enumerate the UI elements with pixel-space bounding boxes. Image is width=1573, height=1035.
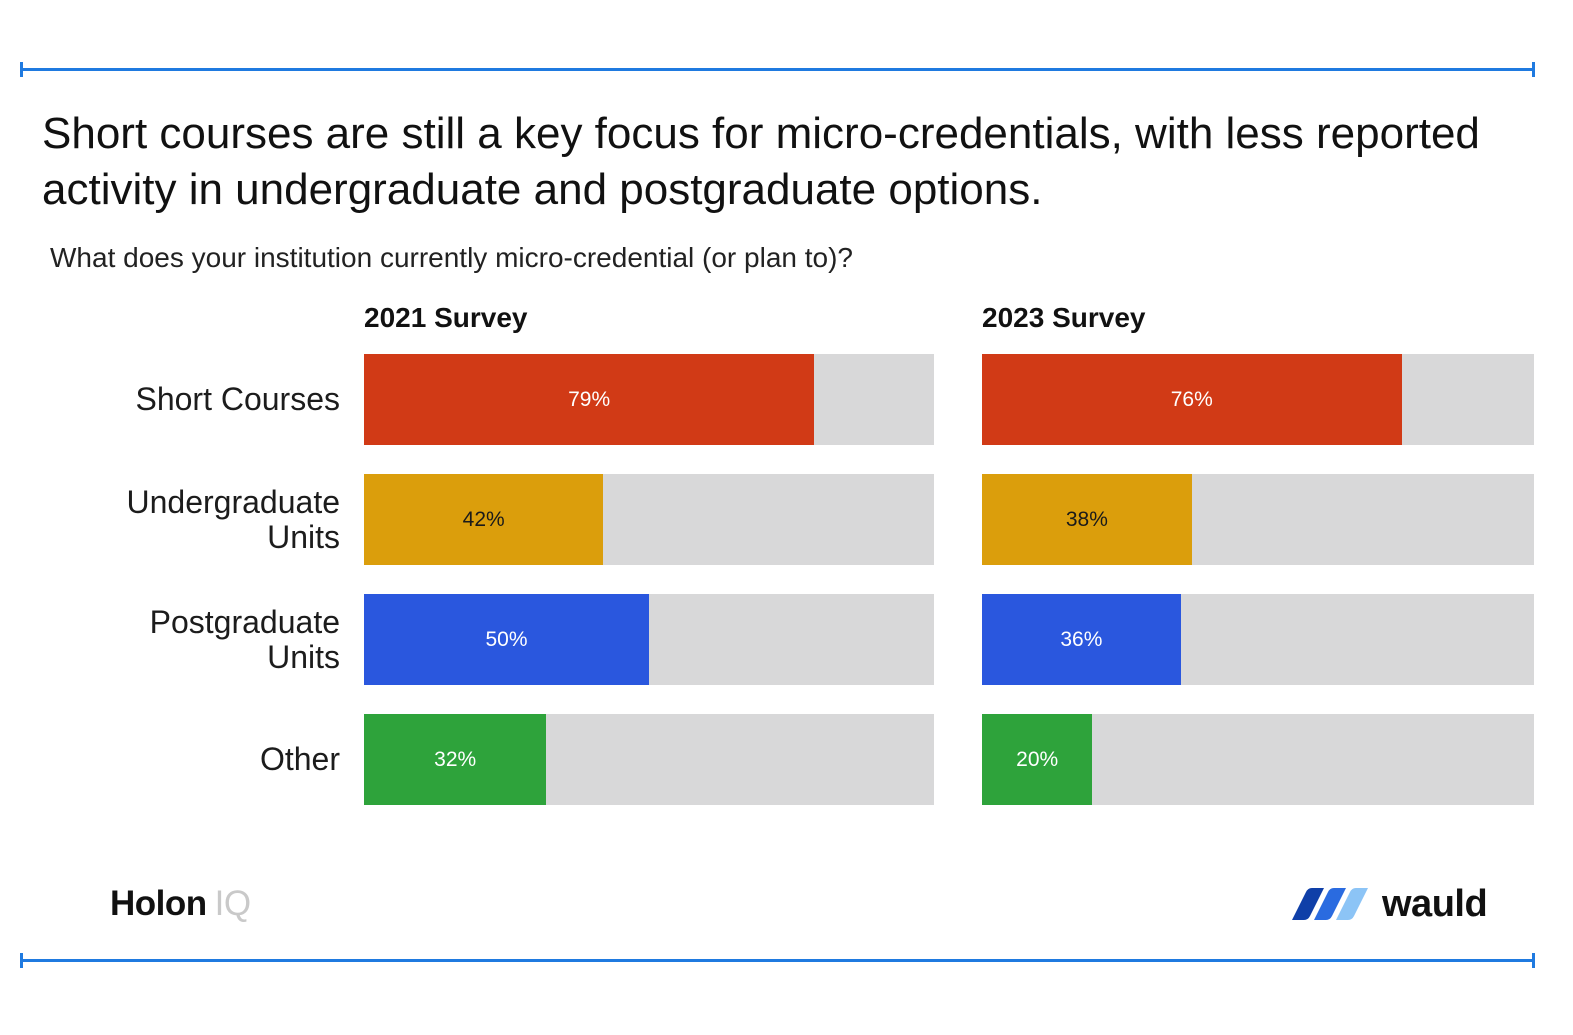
bar-value-label: 50% <box>485 627 528 651</box>
bar-track: 36% <box>982 594 1534 685</box>
bar-value-label: 32% <box>434 747 477 771</box>
bar-value-label: 42% <box>462 507 505 531</box>
bar-0-3 <box>364 714 547 805</box>
bar-1-0 <box>982 354 1402 445</box>
top-rule <box>20 62 1535 77</box>
chart-subtitle: What does your institution currently mic… <box>50 242 854 273</box>
bar-value-label: 20% <box>1016 747 1059 771</box>
wauld-mark-icon <box>1292 888 1368 920</box>
holon-iq-logo: Holon IQ <box>110 884 251 924</box>
bar-1-2 <box>982 594 1181 685</box>
bar-track: 42% <box>364 474 934 565</box>
bar-track: 50% <box>364 594 934 685</box>
category-label-line: Other <box>259 741 340 777</box>
bar-track: 32% <box>364 714 934 805</box>
category-label-line: Units <box>267 638 340 675</box>
category-label-1: Undergraduate Units <box>10 474 340 565</box>
wauld-logo: wauld <box>1290 882 1488 925</box>
category-label-line: Units <box>267 518 340 555</box>
bar-1-1 <box>982 474 1192 565</box>
bar-1-3 <box>982 714 1093 805</box>
bar-0-1 <box>364 474 604 565</box>
bar-value-label: 79% <box>568 387 611 411</box>
holon-wordmark: Holon <box>110 884 207 923</box>
survey-heading-0: 2021 Survey <box>364 302 528 333</box>
bottom-rule <box>20 953 1535 968</box>
bar-track: 79% <box>364 354 934 445</box>
category-label-3: Other <box>10 714 340 805</box>
bar-value-label: 76% <box>1170 387 1213 411</box>
category-label-2: Postgraduate Units <box>10 594 340 685</box>
bar-track: 38% <box>982 474 1534 565</box>
bar-track: 76% <box>982 354 1534 445</box>
bar-value-label: 36% <box>1060 627 1103 651</box>
bar-0-2 <box>364 594 649 685</box>
bar-0-0 <box>364 354 815 445</box>
bar-value-label: 38% <box>1065 507 1108 531</box>
iq-wordmark: IQ <box>214 884 251 923</box>
page-title: Short courses are still a key focus for … <box>42 109 1480 214</box>
category-label-line: Undergraduate <box>126 483 340 520</box>
category-label-line: Short Courses <box>135 381 340 417</box>
category-label-line: Postgraduate <box>149 603 340 640</box>
survey-heading-1: 2023 Survey <box>982 302 1146 333</box>
category-label-0: Short Courses <box>10 354 340 445</box>
wauld-wordmark: wauld <box>1382 882 1488 925</box>
bar-track: 20% <box>982 714 1534 805</box>
